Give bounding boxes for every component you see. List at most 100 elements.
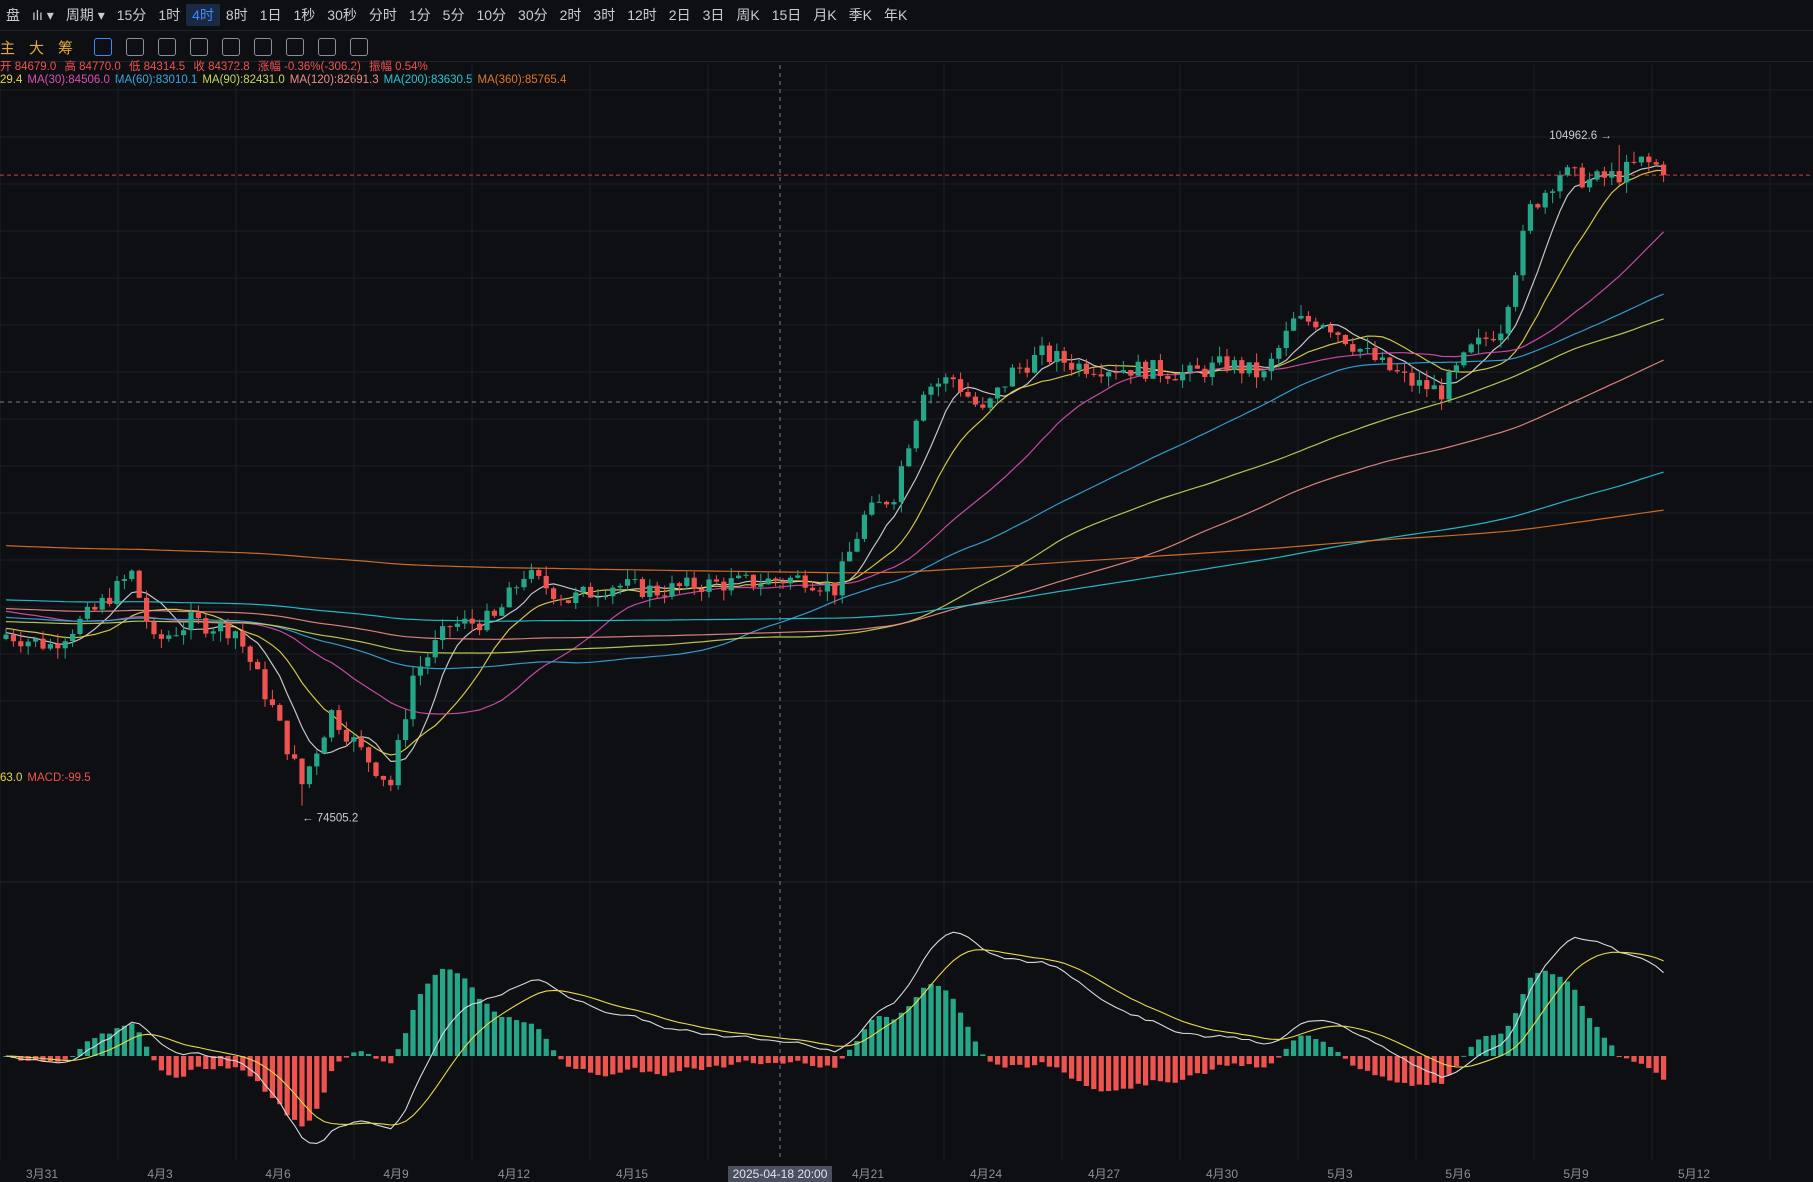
period-15[interactable]: 2时 — [559, 7, 582, 23]
macd-bar-84 — [625, 1056, 631, 1070]
period-4[interactable]: 1时 — [158, 7, 181, 23]
period-14[interactable]: 30分 — [518, 7, 548, 23]
macd-bar-93 — [691, 1056, 697, 1069]
macd-bar-15 — [114, 1028, 120, 1056]
candle-body-134 — [995, 387, 1001, 399]
indicator-1[interactable]: 大 — [29, 39, 45, 57]
indicator-0[interactable]: 主 — [0, 39, 16, 57]
macd-bar-126 — [935, 986, 941, 1056]
macd-bar-29 — [218, 1056, 224, 1067]
macd-dea-line — [5, 949, 1664, 1126]
candles-icon[interactable] — [190, 38, 209, 56]
indicator-2[interactable]: 筹 — [58, 39, 74, 57]
x-tick-label-11: 5月6 — [1445, 1167, 1471, 1181]
ma-legend-item-4: MA(120):82691.3 — [289, 74, 379, 86]
macd-bar-101 — [750, 1056, 756, 1064]
macd-bar-220 — [1631, 1056, 1637, 1062]
period-13[interactable]: 10分 — [476, 7, 507, 23]
period-18[interactable]: 2日 — [668, 7, 691, 23]
period-10[interactable]: 分时 — [368, 7, 397, 23]
x-tick-label-4: 4月12 — [498, 1167, 530, 1181]
period-9[interactable]: 30秒 — [327, 7, 357, 23]
period-2[interactable]: 周期 ▾ — [65, 7, 105, 23]
period-23[interactable]: 季K — [848, 7, 872, 23]
pen-icon[interactable] — [126, 38, 145, 56]
x-tick-label-6: 4月21 — [852, 1167, 884, 1181]
macd-bar-176 — [1305, 1035, 1311, 1056]
macd-bar-28 — [210, 1056, 216, 1070]
macd-bar-34 — [255, 1056, 261, 1082]
macd-bar-77 — [573, 1056, 579, 1069]
macd-bar-67 — [499, 1016, 505, 1056]
candle-body-218 — [1616, 171, 1622, 183]
candle-body-9 — [70, 633, 76, 642]
filter-icon[interactable] — [318, 38, 337, 56]
candle-body-48 — [358, 737, 364, 748]
candle-body-174 — [1291, 318, 1297, 331]
candle-body-109 — [810, 587, 816, 591]
candle-body-136 — [1009, 367, 1015, 387]
macd-bar-168 — [1246, 1056, 1252, 1065]
period-17[interactable]: 12时 — [627, 7, 657, 23]
x-tick-label-8: 4月27 — [1088, 1167, 1120, 1181]
macd-bar-89 — [662, 1056, 668, 1076]
macd-bar-207 — [1535, 973, 1541, 1056]
macd-bar-9 — [70, 1055, 76, 1057]
macd-bar-58 — [432, 974, 438, 1056]
period-24[interactable]: 年K — [884, 7, 908, 23]
brush-icon[interactable] — [158, 38, 177, 56]
macd-bar-148 — [1098, 1056, 1104, 1092]
candle-body-156 — [1157, 360, 1163, 377]
period-21[interactable]: 15日 — [771, 7, 802, 23]
macd-bar-200 — [1483, 1036, 1489, 1056]
macd-bar-83 — [617, 1056, 623, 1073]
candle-body-76 — [565, 600, 571, 604]
candle-body-140 — [1039, 345, 1045, 356]
period-1[interactable]: ılı ▾ — [32, 7, 54, 23]
macd-bar-145 — [1076, 1056, 1082, 1082]
macd-bar-141 — [1046, 1056, 1052, 1067]
macd-bar-160 — [1187, 1056, 1193, 1076]
candle-body-217 — [1609, 171, 1615, 178]
macd-bar-51 — [380, 1056, 386, 1062]
copy-icon[interactable] — [94, 38, 113, 56]
period-12[interactable]: 5分 — [442, 7, 465, 23]
sync-icon[interactable] — [286, 38, 305, 56]
candle-body-98 — [728, 578, 734, 591]
period-11[interactable]: 1分 — [408, 7, 431, 23]
macd-bar-178 — [1320, 1041, 1326, 1056]
candle-body-107 — [795, 575, 801, 578]
period-16[interactable]: 3时 — [593, 7, 616, 23]
period-0[interactable]: 盘 — [6, 7, 20, 23]
macd-bar-12 — [92, 1038, 98, 1056]
candle-body-152 — [1128, 370, 1134, 376]
macd-bar-44 — [329, 1056, 335, 1072]
period-3[interactable]: 15分 — [116, 7, 147, 23]
candle-body-167 — [1239, 360, 1245, 374]
candle-body-164 — [1217, 356, 1223, 363]
macd-bar-167 — [1239, 1056, 1245, 1066]
period-22[interactable]: 月K — [813, 7, 837, 23]
lock-icon[interactable] — [222, 38, 241, 56]
period-20[interactable]: 周K — [736, 7, 760, 23]
period-5[interactable]: 4时 — [186, 4, 220, 26]
trash-icon[interactable] — [350, 38, 369, 56]
macd-bar-120 — [891, 1019, 897, 1056]
macd-bar-222 — [1646, 1056, 1652, 1069]
period-7[interactable]: 1日 — [259, 7, 282, 23]
period-6[interactable]: 8时 — [225, 7, 248, 23]
candle-body-196 — [1453, 365, 1459, 372]
macd-bar-98 — [728, 1056, 734, 1065]
candle-body-15 — [114, 580, 120, 605]
image-icon[interactable] — [254, 38, 273, 56]
candle-body-165 — [1224, 356, 1230, 370]
candle-body-200 — [1483, 337, 1489, 339]
macd-bar-196 — [1453, 1056, 1459, 1066]
macd-bar-136 — [1009, 1056, 1015, 1065]
x-tick-label-9: 4月30 — [1206, 1167, 1238, 1181]
period-8[interactable]: 1秒 — [293, 7, 316, 23]
candle-body-91 — [676, 583, 682, 587]
period-19[interactable]: 3日 — [702, 7, 725, 23]
low-annotation: ← 74505.2 — [302, 813, 358, 825]
